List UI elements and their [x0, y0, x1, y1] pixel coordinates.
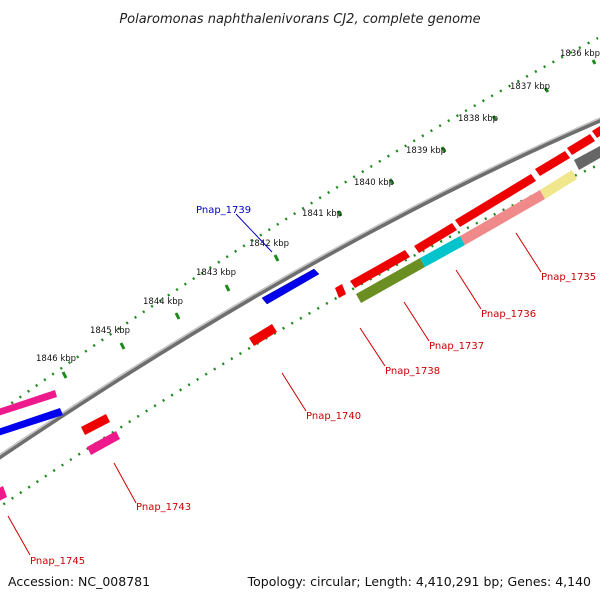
gene-pnap-1739[interactable] [261, 268, 320, 305]
gene-pnap-1740[interactable] [249, 324, 277, 346]
tick-label: 1841 kbp [302, 209, 342, 219]
tick-label: 1840 kbp [354, 178, 394, 188]
tick-label: 1839 kbp [406, 146, 446, 156]
gene-pnap-1738[interactable] [356, 258, 425, 303]
gene-red-row1[interactable] [350, 250, 410, 288]
accession-text: Accession: NC_008781 [8, 574, 150, 589]
tick-label: 1845 kbp [90, 326, 130, 336]
reverse-genes [0, 126, 600, 503]
gene-label-pnap-1737[interactable]: Pnap_1737 [429, 341, 484, 352]
genome-backbone-highlight [0, 117, 600, 456]
tick-label: 1838 kbp [458, 114, 498, 124]
label-connectors [7, 213, 542, 556]
inner-tick-ring [0, 162, 600, 509]
gene-label-pnap-1743[interactable]: Pnap_1743 [136, 502, 191, 513]
gene-pnap-1743[interactable] [87, 431, 120, 455]
map-title: Polaromonas naphthalenivorans CJ2, compl… [119, 12, 480, 27]
gene-red-row1e[interactable] [567, 134, 595, 155]
gene-pnap-1736[interactable] [460, 190, 545, 245]
gene-pink-left[interactable] [0, 390, 57, 417]
gene-label-pnap-1740[interactable]: Pnap_1740 [306, 411, 361, 422]
gene-label-pnap-1736[interactable]: Pnap_1736 [481, 309, 536, 320]
genome-backbone [0, 117, 600, 460]
tick-label: 1843 kbp [196, 268, 236, 278]
tick-label: 1842 kbp [249, 239, 289, 249]
gene-gray-right[interactable] [574, 146, 600, 170]
forward-genes [0, 268, 320, 437]
gene-pnap-1735[interactable] [540, 170, 577, 199]
tick-label: 1837 kbp [510, 82, 550, 92]
gene-red-row1f[interactable] [592, 126, 600, 138]
gene-red-row1c[interactable] [455, 174, 536, 227]
gene-label-pnap-1739[interactable]: Pnap_1739 [196, 205, 251, 216]
gene-label-pnap-1745[interactable]: Pnap_1745 [30, 556, 85, 567]
tick-label: 1844 kbp [143, 297, 183, 307]
gene-label-pnap-1738[interactable]: Pnap_1738 [385, 366, 440, 377]
gene-blue-left[interactable] [0, 408, 63, 437]
gene-label-pnap-1735[interactable]: Pnap_1735 [541, 272, 596, 283]
major-ticks [61, 59, 597, 379]
gene-pnap-1737[interactable] [420, 236, 465, 267]
gene-red-row1d[interactable] [535, 151, 570, 176]
gene-red-left[interactable] [81, 414, 110, 435]
gene-small-red[interactable] [335, 284, 346, 298]
gene-labels: Pnap_1739 Pnap_1735 Pnap_1736 Pnap_1737 … [30, 205, 596, 567]
tick-labels: 1836 kbp 1837 kbp 1838 kbp 1839 kbp 1840… [36, 49, 600, 364]
genome-summary-text: Topology: circular; Length: 4,410,291 bp… [247, 574, 591, 589]
tick-label: 1836 kbp [560, 49, 600, 59]
gene-pnap-1745[interactable] [0, 486, 7, 503]
outer-tick-ring [0, 36, 599, 413]
gene-red-row1b[interactable] [414, 223, 457, 253]
tick-label: 1846 kbp [36, 354, 76, 364]
